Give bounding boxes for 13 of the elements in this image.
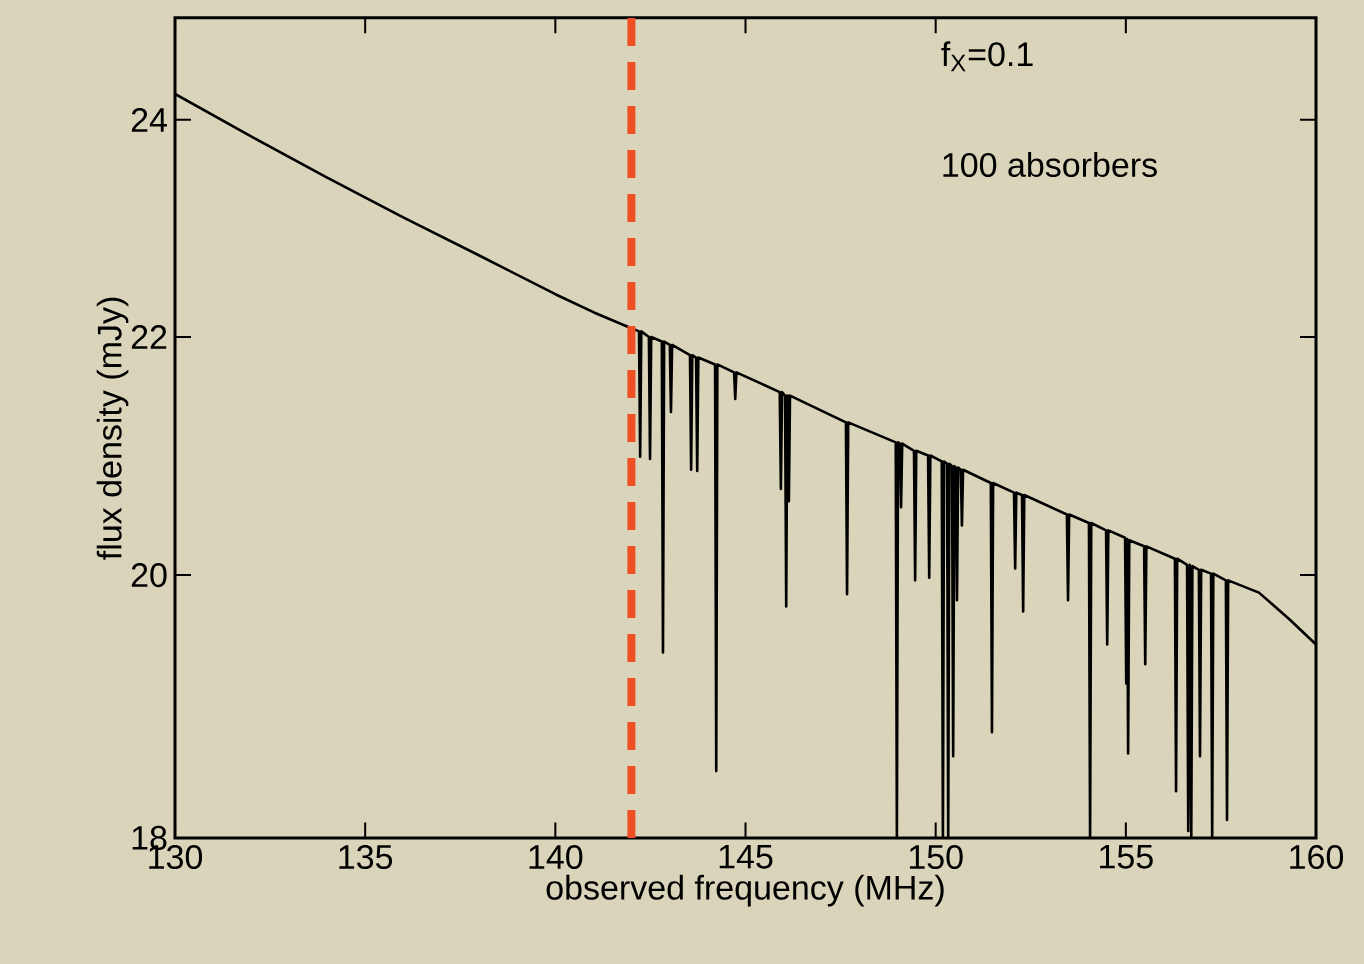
- x-tick-label: 135: [339, 844, 393, 870]
- annotation: 100 absorbers: [943, 152, 1157, 178]
- x-tick-label: 150: [909, 844, 963, 870]
- y-tick-label: 22: [131, 325, 167, 349]
- x-tick-label: 145: [719, 844, 773, 869]
- x-tick-label: 155: [1100, 844, 1153, 869]
- x-tick-label: 160: [1290, 844, 1344, 870]
- x-axis-title: observed frequency (MHz): [546, 874, 944, 907]
- y-axis-title: flux density (mJy): [96, 297, 129, 560]
- annotation: f$_{X}$=0.1: [941, 41, 1033, 72]
- y-tick-label: 20: [131, 563, 167, 588]
- y-tick-label: 24: [131, 107, 167, 132]
- x-tick-label: 140: [529, 844, 583, 870]
